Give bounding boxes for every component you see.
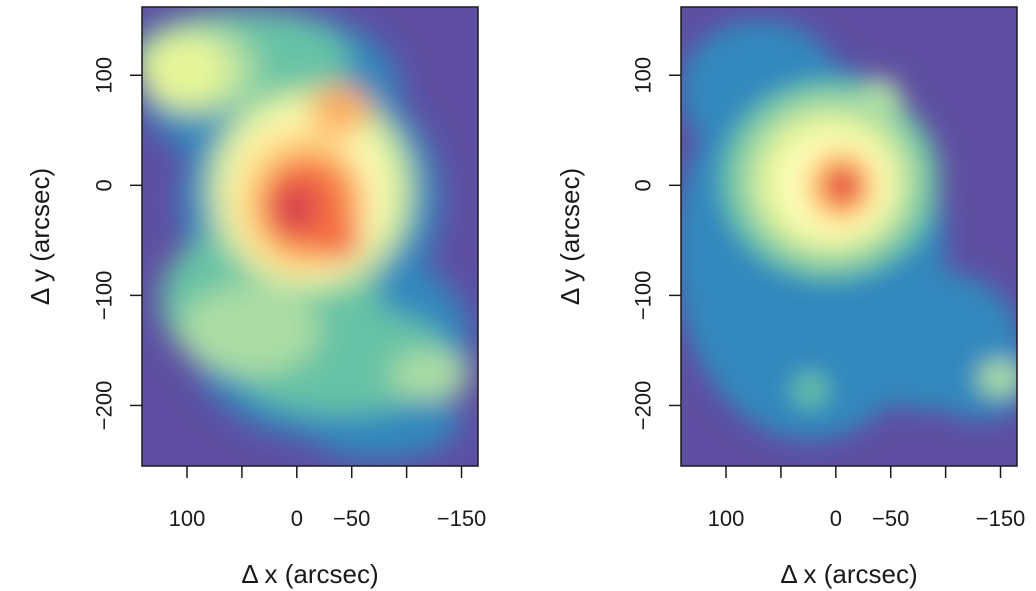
right-x-tick-label: −150 bbox=[976, 506, 1026, 531]
right-y-axis-title: Δ y (arcsec) bbox=[555, 168, 585, 305]
axes-layer: 100 0 −50 −150 100 0 −100 −200 Δ x (arcsec) Δ y (… bbox=[25, 57, 1025, 589]
left-x-tick-label: −50 bbox=[333, 506, 370, 531]
left-x-tick-label: 0 bbox=[291, 506, 303, 531]
right-y-tick-label: 0 bbox=[631, 179, 656, 191]
left-y-tick-label: −200 bbox=[92, 381, 117, 431]
right-plot-frame bbox=[680, 6, 1018, 467]
right-y-tick-label: −200 bbox=[631, 381, 656, 431]
right-axes: 100 0 −50 −150 100 0 −100 −200 Δ x (arcsec) Δ y (… bbox=[555, 57, 1025, 589]
left-x-tick-label: −150 bbox=[437, 506, 487, 531]
right-y-tick-label: −100 bbox=[631, 271, 656, 321]
left-heatmap-panel bbox=[141, 6, 479, 467]
right-heatmap-field bbox=[681, 20, 1017, 440]
left-y-tick-label: −100 bbox=[92, 271, 117, 321]
right-x-tick-label: 100 bbox=[708, 506, 745, 531]
left-y-tick-label: 100 bbox=[92, 57, 117, 94]
left-axes: 100 0 −50 −150 100 0 −100 −200 Δ x (arcsec) Δ y (… bbox=[25, 57, 486, 589]
left-y-axis-title: Δ y (arcsec) bbox=[25, 168, 55, 305]
right-y-tick-label: 100 bbox=[631, 57, 656, 94]
right-heatmap-panel bbox=[680, 6, 1018, 467]
left-x-axis-title: Δ x (arcsec) bbox=[241, 559, 378, 589]
left-x-tick-label: 100 bbox=[169, 506, 206, 531]
right-x-axis-title: Δ x (arcsec) bbox=[780, 559, 917, 589]
right-x-tick-label: 0 bbox=[830, 506, 842, 531]
left-plot-frame bbox=[141, 6, 479, 467]
left-heatmap-field bbox=[142, 10, 470, 460]
right-x-tick-label: −50 bbox=[872, 506, 909, 531]
left-y-tick-label: 0 bbox=[92, 179, 117, 191]
